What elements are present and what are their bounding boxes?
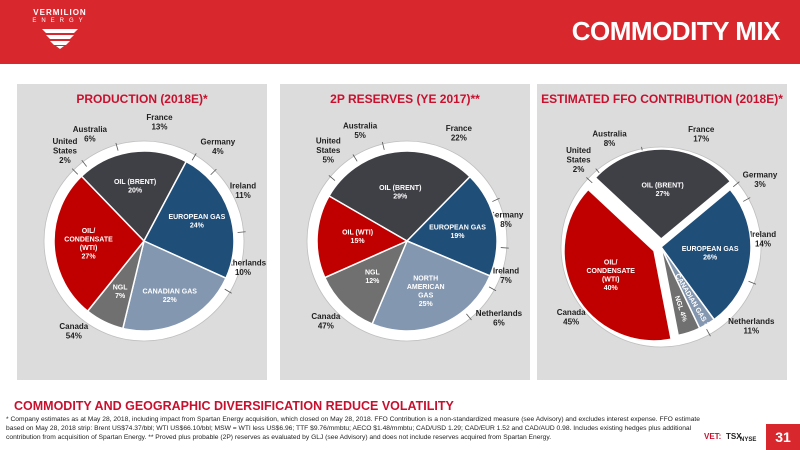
header-bar: VERMILION ENERGY COMMODITY MIX <box>0 0 800 64</box>
ffo-pie-chart: France 17% Germany 3% Ireland 14% Netherlands 1… <box>557 125 778 348</box>
footer-headline: COMMODITY AND GEOGRAPHIC DIVERSIFICATION… <box>14 399 454 413</box>
logo-sub: ENERGY <box>32 18 88 24</box>
panel-title: ESTIMATED FFO CONTRIBUTION (2018E)* <box>541 92 783 106</box>
commodity-slice <box>405 175 498 277</box>
commodity-slice <box>316 194 409 279</box>
geography-divider <box>488 286 497 292</box>
production-pie-chart: France 13% Germany 4% Ireland 11% Netherlands 1… <box>43 113 267 342</box>
commodity-slice <box>323 239 409 325</box>
geography-divider <box>115 142 119 151</box>
geography-label: Australia 8% <box>592 130 627 149</box>
geography-label: Australia 6% <box>73 125 108 144</box>
geography-divider <box>237 231 246 233</box>
commodity-label: OIL (BRENT) 20% <box>114 179 156 195</box>
geography-divider <box>352 154 358 162</box>
geography-divider <box>210 168 217 176</box>
geography-label: Ireland 7% <box>493 266 519 285</box>
commodity-label: NORTH AMERICAN GAS 25% <box>407 276 445 309</box>
commodity-label: EUROPEAN GAS 24% <box>168 214 225 230</box>
panel-ffo: ESTIMATED FFO CONTRIBUTION (2018E)* Fran… <box>537 84 787 380</box>
commodity-label: OIL/CONDENSATE (WTI) 27% <box>64 228 113 261</box>
page-number: 31 <box>766 424 800 450</box>
exchange-ticker: VET: <box>704 432 722 441</box>
commodity-label: NGL 12% <box>365 270 381 286</box>
commodity-label: EUROPEAN GAS 26% <box>682 246 739 262</box>
geography-label: France 13% <box>146 113 173 132</box>
commodity-slice <box>563 188 673 342</box>
commodity-label: OIL/CONDENSATE (WTI) 40% <box>586 260 635 293</box>
panel-reserves: 2P RESERVES (YE 2017)** France 22% Germany… <box>280 84 530 380</box>
commodity-slice <box>80 150 188 243</box>
geography-divider <box>492 197 500 202</box>
exchange-nyse: NYSE <box>740 437 757 443</box>
geography-label: Germany 3% <box>743 170 778 189</box>
reserves-pie-chart: France 22% Germany 8% Ireland 7% Netherlands 6%… <box>306 122 524 342</box>
panel-title: 2P RESERVES (YE 2017)** <box>330 92 480 106</box>
geography-label: Ireland 11% <box>230 181 256 200</box>
commodity-label: OIL (WTI) 15% <box>342 230 373 246</box>
geography-divider <box>466 313 472 321</box>
geography-label: Netherlands 11% <box>728 317 775 336</box>
commodity-label: EUROPEAN GAS 19% <box>429 224 486 240</box>
geography-divider <box>586 177 593 184</box>
geography-label: United States 5% <box>316 137 341 165</box>
geography-divider <box>328 175 336 181</box>
geography-label: Ireland 14% <box>750 230 776 249</box>
geography-label: France 17% <box>688 125 715 144</box>
commodity-slice <box>121 239 227 332</box>
geography-divider <box>500 247 509 249</box>
geography-label: France 22% <box>446 124 473 143</box>
company-logo: VERMILION ENERGY <box>22 6 98 60</box>
geography-label: Canada 45% <box>557 308 586 327</box>
commodity-label: OIL (BRENT) 27% <box>641 183 683 199</box>
commodity-slice <box>660 246 701 337</box>
geography-divider <box>71 168 79 175</box>
commodity-slice <box>594 148 732 241</box>
geography-label: Australia 5% <box>343 122 378 141</box>
exchange-tsx: TSX <box>726 432 742 441</box>
exchange-listing: VET: TSX NYSE <box>704 424 760 446</box>
geography-divider <box>224 288 232 294</box>
geography-label: United States 2% <box>53 137 78 165</box>
slide-title: COMMODITY MIX <box>571 16 781 46</box>
geography-divider <box>748 280 757 285</box>
commodity-slice <box>142 160 235 280</box>
geography-divider <box>191 153 197 161</box>
panel-title: PRODUCTION (2018E)* <box>76 92 208 106</box>
logo-wings-icon <box>42 29 78 49</box>
commodity-slice <box>659 188 752 321</box>
geography-divider <box>381 141 385 150</box>
geography-label: Germany 8% <box>489 210 524 229</box>
footnote: * Company estimates as at May 28, 2018, … <box>6 416 700 441</box>
geography-label: Canada 47% <box>311 312 340 331</box>
geography-label: Germany 4% <box>201 137 236 156</box>
commodity-label: NGL 7% <box>113 285 129 301</box>
geography-divider <box>81 159 87 167</box>
commodity-slice <box>371 240 491 332</box>
commodity-slice <box>328 150 472 242</box>
geography-divider <box>743 197 751 202</box>
geography-label: Netherlands 6% <box>476 309 523 328</box>
geography-divider <box>706 329 711 337</box>
logo-name: VERMILION <box>33 8 87 17</box>
geography-divider <box>732 181 740 188</box>
commodity-label: OIL (BRENT) 29% <box>379 185 421 201</box>
geography-label: Canada 54% <box>59 322 88 341</box>
commodity-label: CANADIAN GAS 22% <box>142 289 197 305</box>
panel-production: PRODUCTION (2018E)* France 13% Germany 4% Ir… <box>17 84 267 380</box>
commodity-slice <box>53 175 145 313</box>
geography-label: United States 2% <box>566 146 591 174</box>
geography-label: Netherlands 10% <box>220 259 267 278</box>
